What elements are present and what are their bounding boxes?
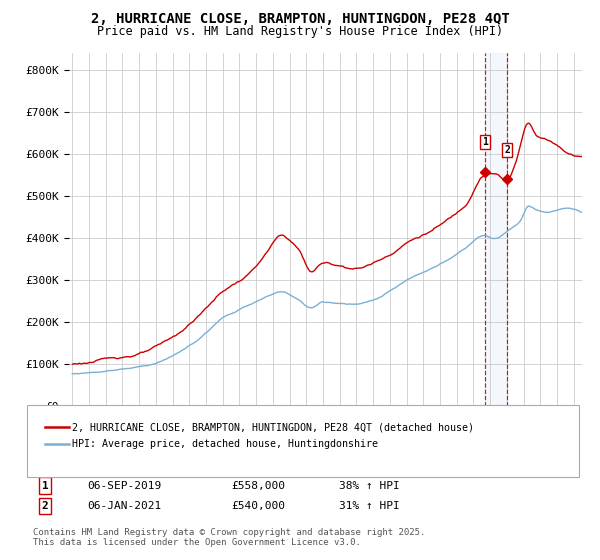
Text: 2, HURRICANE CLOSE, BRAMPTON, HUNTINGDON, PE28 4QT (detached house): 2, HURRICANE CLOSE, BRAMPTON, HUNTINGDON… xyxy=(72,422,474,432)
Text: 2: 2 xyxy=(504,145,510,155)
Text: £558,000: £558,000 xyxy=(231,480,285,491)
Text: 2: 2 xyxy=(41,501,49,511)
Text: 31% ↑ HPI: 31% ↑ HPI xyxy=(339,501,400,511)
Text: HPI: Average price, detached house, Huntingdonshire: HPI: Average price, detached house, Hunt… xyxy=(72,439,378,449)
Text: 06-JAN-2021: 06-JAN-2021 xyxy=(87,501,161,511)
Bar xyxy=(485,53,507,406)
Text: Contains HM Land Registry data © Crown copyright and database right 2025.
This d: Contains HM Land Registry data © Crown c… xyxy=(33,528,425,547)
Text: 06-SEP-2019: 06-SEP-2019 xyxy=(87,480,161,491)
Text: 1: 1 xyxy=(41,480,49,491)
Text: £540,000: £540,000 xyxy=(231,501,285,511)
Text: 1: 1 xyxy=(482,137,488,147)
Text: 2, HURRICANE CLOSE, BRAMPTON, HUNTINGDON, PE28 4QT: 2, HURRICANE CLOSE, BRAMPTON, HUNTINGDON… xyxy=(91,12,509,26)
Text: Price paid vs. HM Land Registry's House Price Index (HPI): Price paid vs. HM Land Registry's House … xyxy=(97,25,503,38)
Text: 38% ↑ HPI: 38% ↑ HPI xyxy=(339,480,400,491)
